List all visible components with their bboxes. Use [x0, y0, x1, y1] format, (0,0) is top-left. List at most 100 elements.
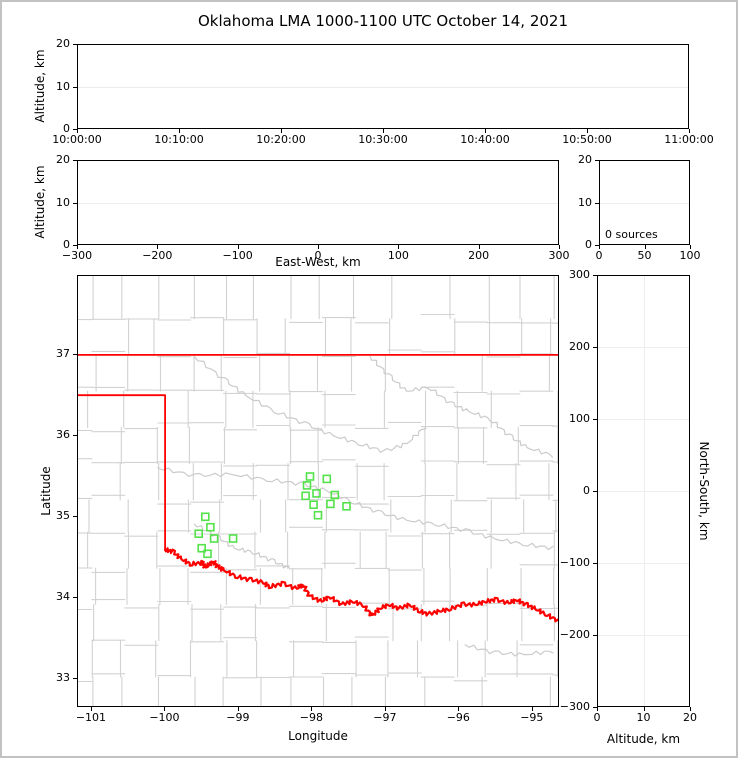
tick-mark — [593, 563, 597, 564]
lma-station-marker — [309, 500, 318, 509]
lma-station-marker — [305, 472, 315, 481]
tick-mark — [318, 245, 319, 249]
tick-mark — [595, 202, 599, 204]
x-tick-label: −100 — [222, 249, 253, 262]
x-tick-label: 10:40:00 — [460, 133, 510, 146]
tick-mark — [593, 347, 597, 348]
tick-mark — [587, 129, 588, 133]
x-tick-label: −98 — [299, 711, 323, 724]
tick-mark — [73, 677, 77, 679]
x-tick-label: −97 — [373, 711, 397, 724]
x-tick-label: 300 — [548, 249, 570, 262]
tick-mark — [593, 707, 597, 708]
tick-mark — [73, 202, 77, 204]
y-tick-label: 0 — [585, 238, 592, 251]
map-canvas — [78, 276, 558, 706]
river-line — [369, 355, 553, 458]
lma-station-marker — [228, 534, 238, 543]
tick-mark — [593, 635, 597, 636]
map-xlabel: Longitude — [288, 729, 348, 743]
y-tick-label: 37 — [56, 347, 70, 361]
y-tick-label: −300 — [559, 700, 590, 713]
x-tick-label: 10:20:00 — [256, 133, 306, 146]
grid-line — [78, 202, 558, 204]
lma-station-marker — [312, 489, 321, 498]
tick-mark — [311, 707, 313, 711]
x-tick-label: 100 — [387, 249, 409, 262]
x-tick-label: 50 — [637, 249, 652, 262]
lma-station-marker — [342, 502, 351, 511]
x-tick-label: 10:10:00 — [154, 133, 204, 146]
x-tick-label: 100 — [679, 249, 701, 262]
y-tick-label: 20 — [56, 153, 70, 166]
tick-mark — [77, 129, 78, 133]
x-tick-label: 10:00:00 — [52, 133, 102, 146]
tick-mark — [595, 160, 599, 161]
tick-mark — [281, 129, 282, 133]
tick-mark — [643, 707, 645, 711]
tick-mark — [644, 245, 646, 249]
state-border-line — [78, 394, 166, 551]
lma-station-marker — [201, 512, 210, 522]
lma-station-marker — [302, 481, 312, 490]
tick-mark — [73, 160, 77, 161]
x-tick-label: 0 — [314, 249, 322, 262]
tick-mark — [73, 129, 77, 130]
tick-mark — [559, 245, 560, 249]
y-tick-label: 10 — [56, 79, 70, 93]
tick-mark — [73, 86, 77, 88]
tick-mark — [599, 245, 600, 249]
lma-station-marker — [322, 474, 332, 484]
x-tick-label: −101 — [75, 711, 107, 724]
y-tick-label: 0 — [583, 484, 590, 497]
tick-mark — [237, 707, 239, 711]
tick-mark — [73, 596, 77, 598]
tick-mark — [593, 275, 597, 276]
tick-mark — [164, 707, 166, 711]
source-count-annotation: 0 sources — [605, 228, 658, 241]
lma-station-marker — [330, 490, 340, 500]
y-tick-label: 10 — [56, 195, 70, 209]
tick-mark — [689, 129, 690, 133]
y-tick-label: 36 — [56, 428, 70, 442]
tick-mark — [73, 44, 77, 45]
figure-title: Oklahoma LMA 1000-1100 UTC October 14, 2… — [197, 12, 569, 30]
tick-mark — [398, 245, 400, 249]
grid-line — [643, 276, 645, 706]
grid-line — [600, 202, 689, 204]
y-tick-label: 0 — [63, 238, 70, 251]
tick-mark — [485, 129, 486, 133]
tick-mark — [383, 129, 384, 133]
lma-station-marker — [313, 510, 323, 520]
river-line — [464, 644, 554, 657]
y-tick-label: 100 — [569, 412, 590, 425]
ew-height-xlabel: East-West, km — [275, 255, 361, 269]
map-ylabel: Latitude — [39, 466, 53, 516]
lma-station-marker — [206, 522, 215, 532]
tick-mark — [73, 354, 77, 356]
river-line — [157, 467, 554, 551]
tick-mark — [690, 245, 691, 249]
plan-view-map-panel — [77, 275, 559, 707]
tick-mark — [478, 245, 480, 249]
x-tick-label: 20 — [683, 711, 697, 724]
x-tick-label: −100 — [149, 711, 180, 724]
y-tick-label: 200 — [569, 340, 590, 353]
tick-mark — [237, 245, 239, 249]
tick-mark — [597, 707, 598, 711]
tick-mark — [458, 707, 460, 711]
x-tick-label: −300 — [61, 249, 93, 262]
tick-mark — [73, 516, 77, 518]
x-tick-label: 11:00:00 — [664, 133, 714, 146]
time-height-ylabel: Altitude, km — [33, 49, 47, 123]
x-tick-label: −200 — [142, 249, 173, 262]
x-tick-label: 10 — [636, 711, 651, 724]
lma-station-marker — [209, 534, 219, 543]
x-tick-label: 10:30:00 — [358, 133, 408, 146]
tick-mark — [384, 707, 386, 711]
lma-station-marker — [194, 529, 203, 538]
tick-mark — [73, 435, 77, 437]
y-tick-label: 20 — [578, 153, 592, 166]
y-tick-label: −200 — [559, 628, 590, 641]
